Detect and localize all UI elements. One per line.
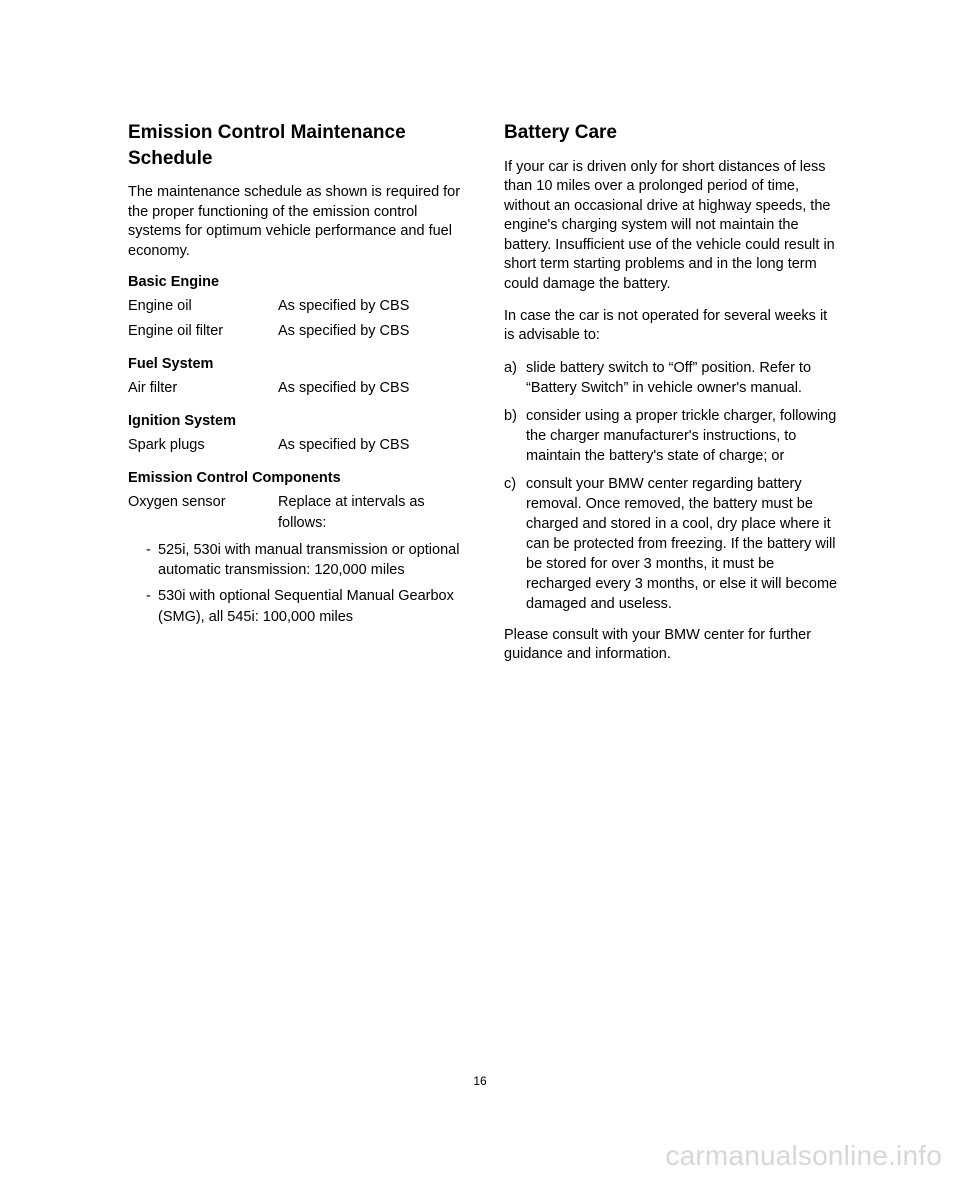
battery-advice-list: a) slide battery switch to “Off” positio…	[504, 358, 840, 614]
right-p2: In case the car is not operated for seve…	[504, 307, 840, 346]
value: As specified by CBS	[278, 435, 464, 456]
label: Engine oil	[128, 296, 278, 317]
subhead-fuel-system: Fuel System	[128, 356, 464, 372]
sublist-text: 530i with optional Sequential Manual Gea…	[158, 586, 464, 627]
page: Emission Control Maintenance Schedule Th…	[0, 0, 960, 1184]
right-p3: Please consult with your BMW center for …	[504, 626, 840, 665]
right-p1: If your car is driven only for short dis…	[504, 158, 840, 295]
sublist-text: 525i, 530i with manual transmission or o…	[158, 540, 464, 581]
two-column-layout: Emission Control Maintenance Schedule Th…	[128, 120, 840, 677]
row-engine-oil-filter: Engine oil filter As specified by CBS	[128, 321, 464, 342]
right-column: Battery Care If your car is driven only …	[504, 120, 840, 677]
dash-marker: -	[146, 586, 158, 627]
left-intro: The maintenance schedule as shown is req…	[128, 183, 464, 261]
list-item-c: c) consult your BMW center regarding bat…	[504, 474, 840, 614]
label: Air filter	[128, 378, 278, 399]
list-marker: a)	[504, 358, 526, 398]
left-title: Emission Control Maintenance Schedule	[128, 120, 464, 171]
list-item-a: a) slide battery switch to “Off” positio…	[504, 358, 840, 398]
list-item-b: b) consider using a proper trickle charg…	[504, 406, 840, 466]
label: Spark plugs	[128, 435, 278, 456]
list-text: consult your BMW center regarding batter…	[526, 474, 840, 614]
row-air-filter: Air filter As specified by CBS	[128, 378, 464, 399]
sublist-item: - 525i, 530i with manual transmission or…	[128, 540, 464, 581]
value: As specified by CBS	[278, 378, 464, 399]
subhead-emission-components: Emission Control Components	[128, 470, 464, 486]
value: Replace at intervals as follows:	[278, 492, 464, 534]
subhead-ignition-system: Ignition System	[128, 413, 464, 429]
dash-marker: -	[146, 540, 158, 581]
left-column: Emission Control Maintenance Schedule Th…	[128, 120, 464, 677]
value: As specified by CBS	[278, 321, 464, 342]
list-marker: b)	[504, 406, 526, 466]
sublist-item: - 530i with optional Sequential Manual G…	[128, 586, 464, 627]
list-text: slide battery switch to “Off” position. …	[526, 358, 840, 398]
row-spark-plugs: Spark plugs As specified by CBS	[128, 435, 464, 456]
label: Engine oil filter	[128, 321, 278, 342]
value: As specified by CBS	[278, 296, 464, 317]
watermark: carmanualsonline.info	[665, 1140, 942, 1172]
list-marker: c)	[504, 474, 526, 614]
list-text: consider using a proper trickle charger,…	[526, 406, 840, 466]
row-engine-oil: Engine oil As specified by CBS	[128, 296, 464, 317]
row-oxygen-sensor: Oxygen sensor Replace at intervals as fo…	[128, 492, 464, 534]
page-number: 16	[0, 1074, 960, 1088]
oxygen-sensor-sublist: - 525i, 530i with manual transmission or…	[128, 540, 464, 627]
subhead-basic-engine: Basic Engine	[128, 274, 464, 290]
label: Oxygen sensor	[128, 492, 278, 534]
right-title: Battery Care	[504, 120, 840, 146]
